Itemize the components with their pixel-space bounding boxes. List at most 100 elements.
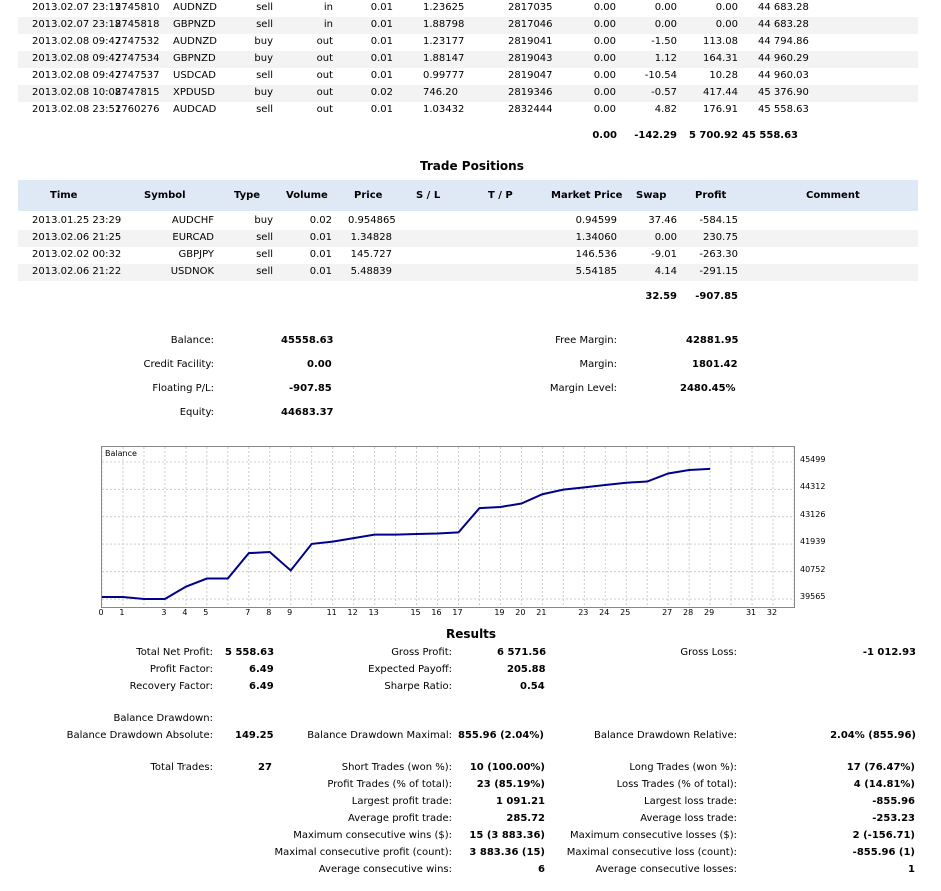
- deal-commission: 0.00: [593, 19, 616, 30]
- deal-volume: 0.01: [370, 104, 393, 115]
- total-trades-label: Total Trades:: [150, 762, 214, 773]
- position-price: 5.48839: [350, 266, 392, 277]
- position-row: 2013.02.06 21:22 USDNOK sell 0.01 5.48839 5.5…: [18, 264, 918, 281]
- deal-commission: 0.00: [593, 87, 616, 98]
- deal-symbol: XPDUSD: [173, 87, 215, 98]
- short-trades-value: 10 (100.00%): [469, 762, 545, 773]
- chart-x-tick: 9: [287, 608, 293, 617]
- position-profit: -263.30: [699, 249, 738, 260]
- chart-x-tick: 24: [599, 608, 610, 617]
- position-swap: 0.00: [654, 232, 677, 243]
- deal-type: sell: [256, 104, 273, 115]
- recovery-factor-label: Recovery Factor:: [129, 681, 213, 692]
- position-symbol: USDNOK: [170, 266, 214, 277]
- deal-price: 746.20: [423, 87, 458, 98]
- deal-volume: 0.01: [370, 19, 393, 30]
- deal-order: 2817046: [508, 19, 553, 30]
- avg-cons-wins-label: Average consecutive wins:: [318, 864, 452, 875]
- profit-factor-label: Profit Factor:: [149, 664, 213, 675]
- deal-balance: 44 960.03: [758, 70, 809, 81]
- deal-time: 2013.02.08 09:47: [32, 53, 122, 64]
- floating-value: -907.85: [289, 383, 332, 394]
- deal-volume: 0.01: [370, 36, 393, 47]
- deal-swap: -1.50: [651, 36, 677, 47]
- deal-time: 2013.02.08 09:47: [32, 70, 122, 81]
- max-cons-losses-label: Maximum consecutive losses ($):: [570, 830, 737, 841]
- credit-label: Credit Facility:: [143, 359, 214, 370]
- chart-x-tick: 21: [536, 608, 547, 617]
- deal-order: 2819047: [508, 70, 553, 81]
- avg-loss-value: -253.23: [872, 813, 915, 824]
- chart-y-tick: 41939: [800, 537, 826, 547]
- chart-x-tick: 0: [98, 608, 104, 617]
- deal-profit: 164.31: [703, 53, 738, 64]
- position-volume: 0.01: [309, 266, 332, 277]
- deal-symbol: GBPNZD: [173, 53, 216, 64]
- free-margin-label: Free Margin:: [555, 335, 617, 346]
- deal-order: 2819043: [508, 53, 553, 64]
- balance-chart-svg: [101, 447, 795, 607]
- deal-row: 2013.02.08 09:47 2747532 AUDNZD buy out 0.01 1…: [18, 34, 918, 51]
- chart-x-tick: 23: [578, 608, 589, 617]
- sharpe-value: 0.54: [520, 681, 545, 692]
- profit-trades-label: Profit Trades (% of total):: [327, 779, 452, 790]
- positions-header: Time Symbol Type Volume Price S / L T / …: [18, 180, 918, 211]
- deal-order: 2819041: [508, 36, 553, 47]
- deal-direction: in: [323, 19, 333, 30]
- deal-symbol: AUDCAD: [173, 104, 217, 115]
- chart-x-tick: 31: [745, 608, 757, 617]
- margin-value: 1801.42: [692, 359, 738, 370]
- chart-title: Balance: [105, 449, 137, 458]
- chart-x-tick: 11: [326, 608, 337, 617]
- position-symbol: EURCAD: [172, 232, 214, 243]
- largest-loss-label: Largest loss trade:: [644, 796, 737, 807]
- position-profit: -291.15: [699, 266, 738, 277]
- position-profit: 230.75: [703, 232, 738, 243]
- deal-symbol: USDCAD: [173, 70, 216, 81]
- deal-commission: 0.00: [593, 2, 616, 13]
- chart-x-tick: 4: [182, 608, 188, 617]
- equity-value: 44683.37: [281, 407, 334, 418]
- bd-absolute-value: 149.25: [235, 730, 274, 741]
- col-price: Price: [354, 190, 383, 201]
- total-net-profit-value: 5 558.63: [225, 647, 275, 658]
- deal-type: buy: [254, 36, 273, 47]
- positions-title: Trade Positions: [420, 159, 524, 173]
- deal-price: 1.23625: [423, 2, 465, 13]
- chart-y-tick: 44312: [800, 482, 826, 492]
- deal-deal: 2747815: [115, 87, 160, 98]
- avg-cons-losses-label: Average consecutive losses:: [595, 864, 737, 875]
- short-trades-label: Short Trades (won %):: [341, 762, 452, 773]
- deal-order: 2819346: [508, 87, 553, 98]
- loss-trades-label: Loss Trades (% of total):: [616, 779, 737, 790]
- gross-profit-value: 6 571.56: [497, 647, 547, 658]
- margin-label: Margin:: [579, 359, 617, 370]
- position-time: 2013.02.06 21:25: [32, 232, 122, 243]
- deal-direction: out: [316, 104, 333, 115]
- chart-y-tick: 43126: [800, 509, 826, 519]
- deal-commission: 0.00: [593, 36, 616, 47]
- avg-loss-label: Average loss trade:: [640, 813, 737, 824]
- position-volume: 0.02: [309, 215, 332, 226]
- total-net-profit-label: Total Net Profit:: [136, 647, 213, 658]
- chart-y-tick: 45499: [800, 454, 826, 464]
- position-profit: -584.15: [699, 215, 738, 226]
- deal-profit: 176.91: [703, 104, 738, 115]
- deal-balance: 44 960.29: [758, 53, 809, 64]
- chart-x-tick: 16: [431, 608, 442, 617]
- deal-deal: 2747532: [115, 36, 160, 47]
- chart-x-tick: 3: [161, 608, 167, 617]
- avg-profit-value: 285.72: [506, 813, 545, 824]
- deal-deal: 2747534: [115, 53, 160, 64]
- chart-x-tick: 1: [119, 608, 125, 617]
- deal-commission: 0.00: [593, 104, 616, 115]
- deal-direction: out: [316, 53, 333, 64]
- chart-x-tick: 27: [662, 608, 673, 617]
- chart-x-tick: 17: [452, 608, 463, 617]
- deal-volume: 0.01: [370, 53, 393, 64]
- position-volume: 0.01: [309, 249, 332, 260]
- deal-swap: -0.57: [651, 87, 677, 98]
- deal-profit: 10.28: [709, 70, 738, 81]
- chart-x-tick: 8: [266, 608, 272, 617]
- deal-commission: 0.00: [593, 53, 616, 64]
